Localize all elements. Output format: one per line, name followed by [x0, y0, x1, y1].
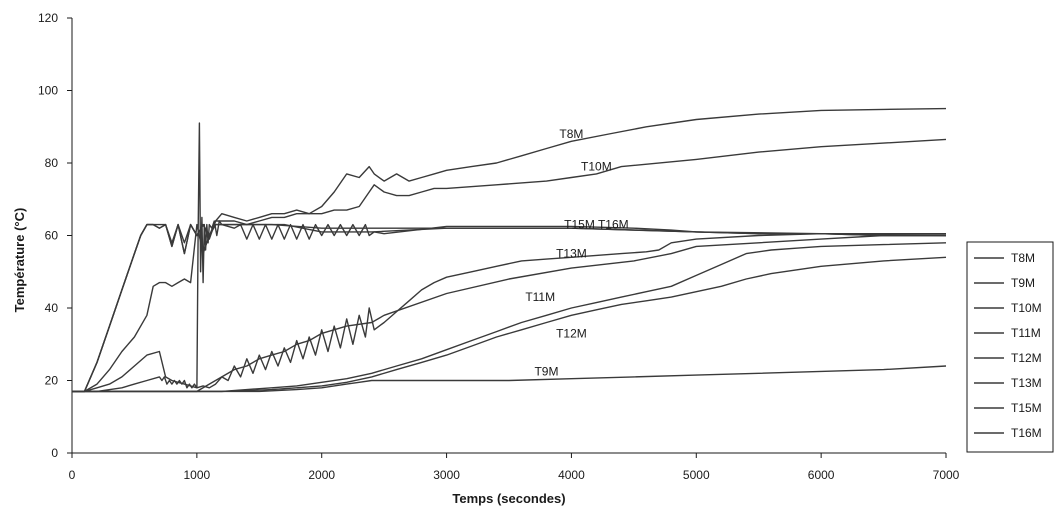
- y-tick-label: 80: [45, 156, 59, 170]
- legend-label: T15M: [1011, 401, 1042, 415]
- x-ticks: 0 1000 2000 3000 4000 5000 6000 7000: [69, 453, 960, 482]
- series-annotation: T12M: [556, 326, 587, 340]
- legend-label: T9M: [1011, 276, 1035, 290]
- legend-label: T13M: [1011, 376, 1042, 390]
- x-tick-label: 5000: [683, 468, 710, 482]
- y-tick-label: 60: [45, 229, 59, 243]
- series-line-unlabeled: [72, 122, 947, 393]
- legend: T8M T9M T10M T11M T12M T13M T15M T16M: [966, 241, 1054, 453]
- x-tick-label: 1000: [184, 468, 211, 482]
- series-annotation: T10M: [581, 160, 612, 174]
- y-ticks: 0 20 40 60 80 100 120: [38, 11, 72, 460]
- legend-label: T8M: [1011, 251, 1035, 265]
- y-axis-title: Température (°C): [12, 208, 27, 313]
- series-group: [72, 107, 947, 393]
- legend-label: T11M: [1011, 326, 1041, 340]
- series-annotation: T15M T16M: [564, 218, 628, 232]
- annotation-group: T8M T10M T15M T16M T13M T11M T12M T9M: [525, 127, 628, 378]
- series-line-t9m: [72, 365, 947, 393]
- series-annotation: T9M: [534, 364, 558, 378]
- legend-items: T8M T9M T10M T11M T12M T13M T15M T16M: [974, 251, 1042, 440]
- legend-label: T10M: [1011, 301, 1042, 315]
- x-tick-label: 4000: [558, 468, 585, 482]
- plot-area: 0 20 40 60 80 100 120 0 1000 2000 3000 4000 5000 600…: [38, 11, 960, 482]
- legend-label: T12M: [1011, 351, 1042, 365]
- y-tick-label: 120: [38, 11, 58, 25]
- legend-box: [966, 241, 1054, 453]
- x-tick-label: 0: [69, 468, 76, 482]
- series-annotation: T8M: [559, 127, 583, 141]
- x-tick-label: 3000: [433, 468, 460, 482]
- y-tick-label: 100: [38, 84, 58, 98]
- series-annotation: T11M: [525, 290, 555, 304]
- x-tick-label: 7000: [933, 468, 960, 482]
- series-line-t16m: [72, 234, 946, 393]
- x-tick-label: 6000: [808, 468, 835, 482]
- y-tick-label: 40: [45, 301, 59, 315]
- y-tick-label: 0: [51, 446, 58, 460]
- y-tick-label: 20: [45, 374, 59, 388]
- x-axis-title: Temps (secondes): [452, 491, 565, 506]
- series-line-t11m: [72, 242, 947, 393]
- series-line-t12m: [72, 256, 947, 393]
- x-tick-label: 2000: [308, 468, 335, 482]
- legend-label: T16M: [1011, 426, 1042, 440]
- series-annotation: T13M: [556, 247, 587, 261]
- series-line-t13m: [72, 233, 946, 393]
